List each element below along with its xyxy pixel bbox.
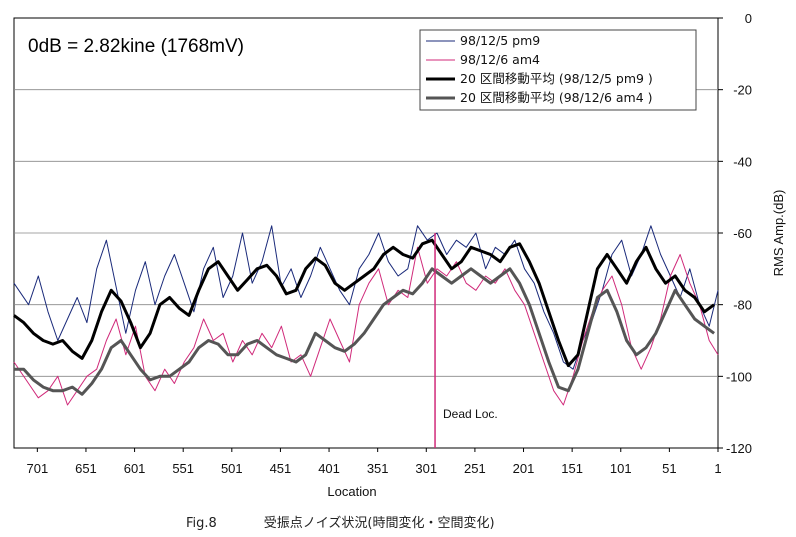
- annotation-reference: 0dB = 2.82kine (1768mV): [28, 36, 244, 57]
- y-tick-label: 0: [745, 11, 752, 26]
- x-tick-label: 601: [124, 461, 146, 476]
- x-tick-label: 51: [662, 461, 676, 476]
- legend-box: [419, 29, 697, 111]
- y-tick-label: -100: [726, 369, 752, 384]
- x-tick-labels: 701 651 601 551 501 451 401 351 301 251 201 151 101 5…: [26, 448, 722, 476]
- legend: 98/12/5 pm9 98/12/6 am4 20 区間移動平均 (98/12/5…: [419, 29, 697, 111]
- x-tick-label: 151: [561, 461, 583, 476]
- x-tick-label: 101: [610, 461, 632, 476]
- series-line-2: [13, 246, 719, 406]
- y-axis-title: RMS Amp.(dB): [771, 190, 786, 277]
- annotation-box: [22, 30, 270, 62]
- legend-label: 20 区間移動平均 (98/12/6 am4 ): [460, 90, 653, 105]
- caption-fig: Fig.8: [186, 516, 217, 531]
- figure-caption: Fig.8 受振点ノイズ状況(時間変化・空間変化): [186, 512, 495, 531]
- legend-label: 98/12/5 pm9: [460, 33, 540, 48]
- x-tick-label: 251: [464, 461, 486, 476]
- y-tick-label: -60: [733, 226, 752, 241]
- y-tick-labels: 0 -20 -40 -60 -80 -100 -120: [718, 11, 752, 456]
- x-tick-label: 701: [26, 461, 48, 476]
- legend-label: 20 区間移動平均 (98/12/5 pm9 ): [460, 71, 653, 86]
- y-tick-label: -120: [726, 441, 752, 456]
- annotation-dead-loc: Dead Loc.: [443, 407, 498, 421]
- x-axis-title: Location: [327, 484, 376, 499]
- legend-label: 98/12/6 am4: [460, 52, 540, 67]
- x-tick-label: 201: [513, 461, 535, 476]
- x-tick-label: 351: [367, 461, 389, 476]
- y-tick-label: -40: [733, 154, 752, 169]
- x-tick-label: 301: [415, 461, 437, 476]
- series-line-4: [14, 267, 715, 396]
- x-tick-label: 501: [221, 461, 243, 476]
- x-tick-label: 401: [318, 461, 340, 476]
- caption-text: 受振点ノイズ状況(時間変化・空間変化): [263, 516, 495, 531]
- x-tick-label: 551: [172, 461, 194, 476]
- x-tick-label: 651: [75, 461, 97, 476]
- y-tick-label: -20: [733, 83, 752, 98]
- series-group: [13, 225, 719, 448]
- x-tick-label: 1: [714, 461, 721, 476]
- series-line-3: [13, 238, 715, 368]
- y-tick-label: -80: [733, 298, 752, 313]
- x-tick-label: 451: [270, 461, 292, 476]
